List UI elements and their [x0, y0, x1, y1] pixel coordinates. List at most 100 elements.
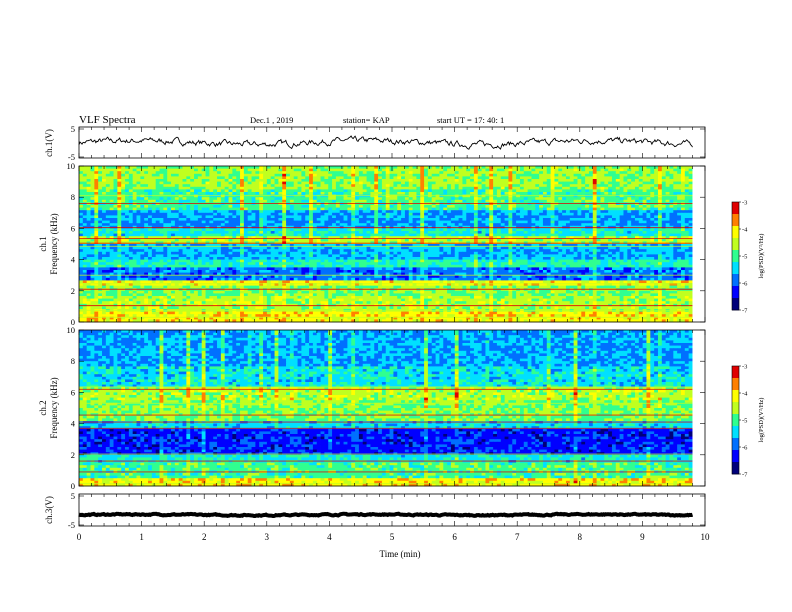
spectrogram-cell — [462, 207, 467, 211]
spectrogram-cell — [665, 212, 670, 216]
spectrogram-cell — [393, 176, 398, 180]
spectrogram-cell — [427, 218, 433, 221]
spectrogram-cell — [374, 181, 379, 185]
spectrogram-cell — [504, 212, 509, 216]
spectrogram-cell — [255, 179, 260, 182]
spectrogram-cell — [270, 244, 275, 247]
spectrogram-cell — [500, 223, 505, 227]
spectrogram-cell — [217, 181, 222, 185]
spectrogram-cell — [562, 210, 567, 214]
spectrogram-cell — [374, 220, 379, 224]
spectrogram-cell — [297, 205, 302, 208]
spectrogram-cell — [619, 176, 624, 180]
spectrogram-cell — [255, 192, 260, 195]
spectrogram-cell — [631, 210, 636, 214]
spectrogram-cell — [654, 215, 659, 219]
spectrogram-cell — [289, 205, 295, 208]
spectrogram-cell — [416, 181, 421, 185]
spectrogram-cell — [167, 205, 172, 208]
spectrogram-cell — [213, 192, 218, 195]
spectrogram-cell — [282, 176, 287, 180]
spectrogram-cell — [550, 212, 555, 216]
spectrogram-cell — [439, 197, 444, 201]
spectrogram-cell — [316, 236, 321, 240]
spectrogram-cell — [596, 220, 601, 224]
spectrogram-cell — [615, 189, 621, 193]
spectrogram-cell — [117, 236, 122, 240]
spectrogram-cell — [573, 199, 578, 203]
spectrogram-cell — [121, 223, 126, 227]
spectrogram-cell — [688, 173, 693, 177]
spectrogram-cell — [335, 181, 341, 185]
spectrogram-cell — [232, 173, 237, 177]
spectrogram-cell — [136, 215, 141, 219]
spectrogram-cell — [631, 231, 636, 234]
spectrogram-cell — [282, 210, 287, 214]
spectrogram-cell — [412, 238, 417, 242]
spectrogram-cell — [259, 212, 264, 216]
spectrogram-cell — [163, 223, 168, 227]
spectrogram-cell — [301, 210, 306, 214]
spectrogram-cell — [266, 212, 272, 216]
spectrogram-cell — [481, 199, 486, 203]
spectrogram-cell — [573, 189, 578, 193]
spectrogram-cell — [581, 197, 586, 201]
spectrogram-cell — [155, 207, 160, 211]
spectrogram-cell — [232, 176, 237, 180]
spectrogram-cell — [535, 223, 540, 227]
spectrogram-cell — [477, 231, 482, 234]
spectrogram-cell — [454, 212, 459, 216]
spectrogram-cell — [247, 199, 252, 203]
spectrogram-cell — [477, 218, 482, 221]
spectrogram-cell — [615, 215, 621, 219]
spectrogram-cell — [439, 173, 444, 177]
spectrogram-cell — [401, 220, 406, 224]
spectrogram-cell — [397, 186, 402, 190]
spectrogram-cell — [654, 220, 659, 224]
spectrogram-cell — [470, 194, 475, 198]
spectrogram-cell — [144, 202, 149, 206]
spectrogram-cell — [688, 228, 693, 232]
spectrogram-cell — [286, 210, 291, 214]
spectrogram-cell — [297, 194, 302, 198]
spectrogram-cell — [155, 233, 160, 237]
spectrogram-cell — [523, 202, 528, 206]
spectrogram-cell — [638, 168, 644, 172]
spectrogram-cell — [190, 194, 195, 198]
spectrogram-cell — [596, 202, 601, 206]
spectrogram-cell — [132, 207, 137, 211]
spectrogram-cell — [650, 197, 655, 201]
spectrogram-cell — [332, 194, 337, 198]
spectrogram-cell — [343, 223, 348, 227]
spectrogram-cell — [217, 218, 222, 221]
spectrogram-cell — [236, 223, 241, 227]
spectrogram-cell — [542, 220, 548, 224]
spectrogram-cell — [209, 244, 214, 247]
spectrogram-cell — [105, 223, 111, 227]
spectrogram-cell — [435, 189, 440, 193]
spectrogram-cell — [148, 173, 153, 177]
spectrogram-cell — [688, 212, 693, 216]
spectrogram-cell — [581, 166, 586, 169]
spectrogram-cell — [251, 189, 256, 193]
spectrogram-cell — [634, 233, 640, 237]
spectrogram-cell — [209, 171, 214, 175]
spectrogram-cell — [420, 236, 425, 240]
spectrogram-cell — [608, 181, 613, 185]
spectrogram-cell — [473, 166, 479, 169]
spectrogram-cell — [588, 238, 594, 242]
spectrogram-cell — [496, 231, 502, 234]
spectrogram-cell — [201, 171, 206, 175]
spectrogram-cell — [117, 202, 122, 206]
spectrogram-cell — [255, 205, 260, 208]
spectrogram-cell — [102, 210, 107, 214]
spectrogram-cell — [324, 231, 329, 234]
spectrogram-cell — [454, 202, 459, 206]
spectrogram-cell — [324, 181, 329, 185]
spectrogram-cell — [504, 233, 509, 237]
spectrogram-cell — [673, 168, 678, 172]
spectrogram-cell — [619, 212, 624, 216]
spectrogram-cell — [79, 202, 84, 206]
spectrogram-cell — [358, 220, 364, 224]
spectrogram-cell — [565, 176, 571, 180]
